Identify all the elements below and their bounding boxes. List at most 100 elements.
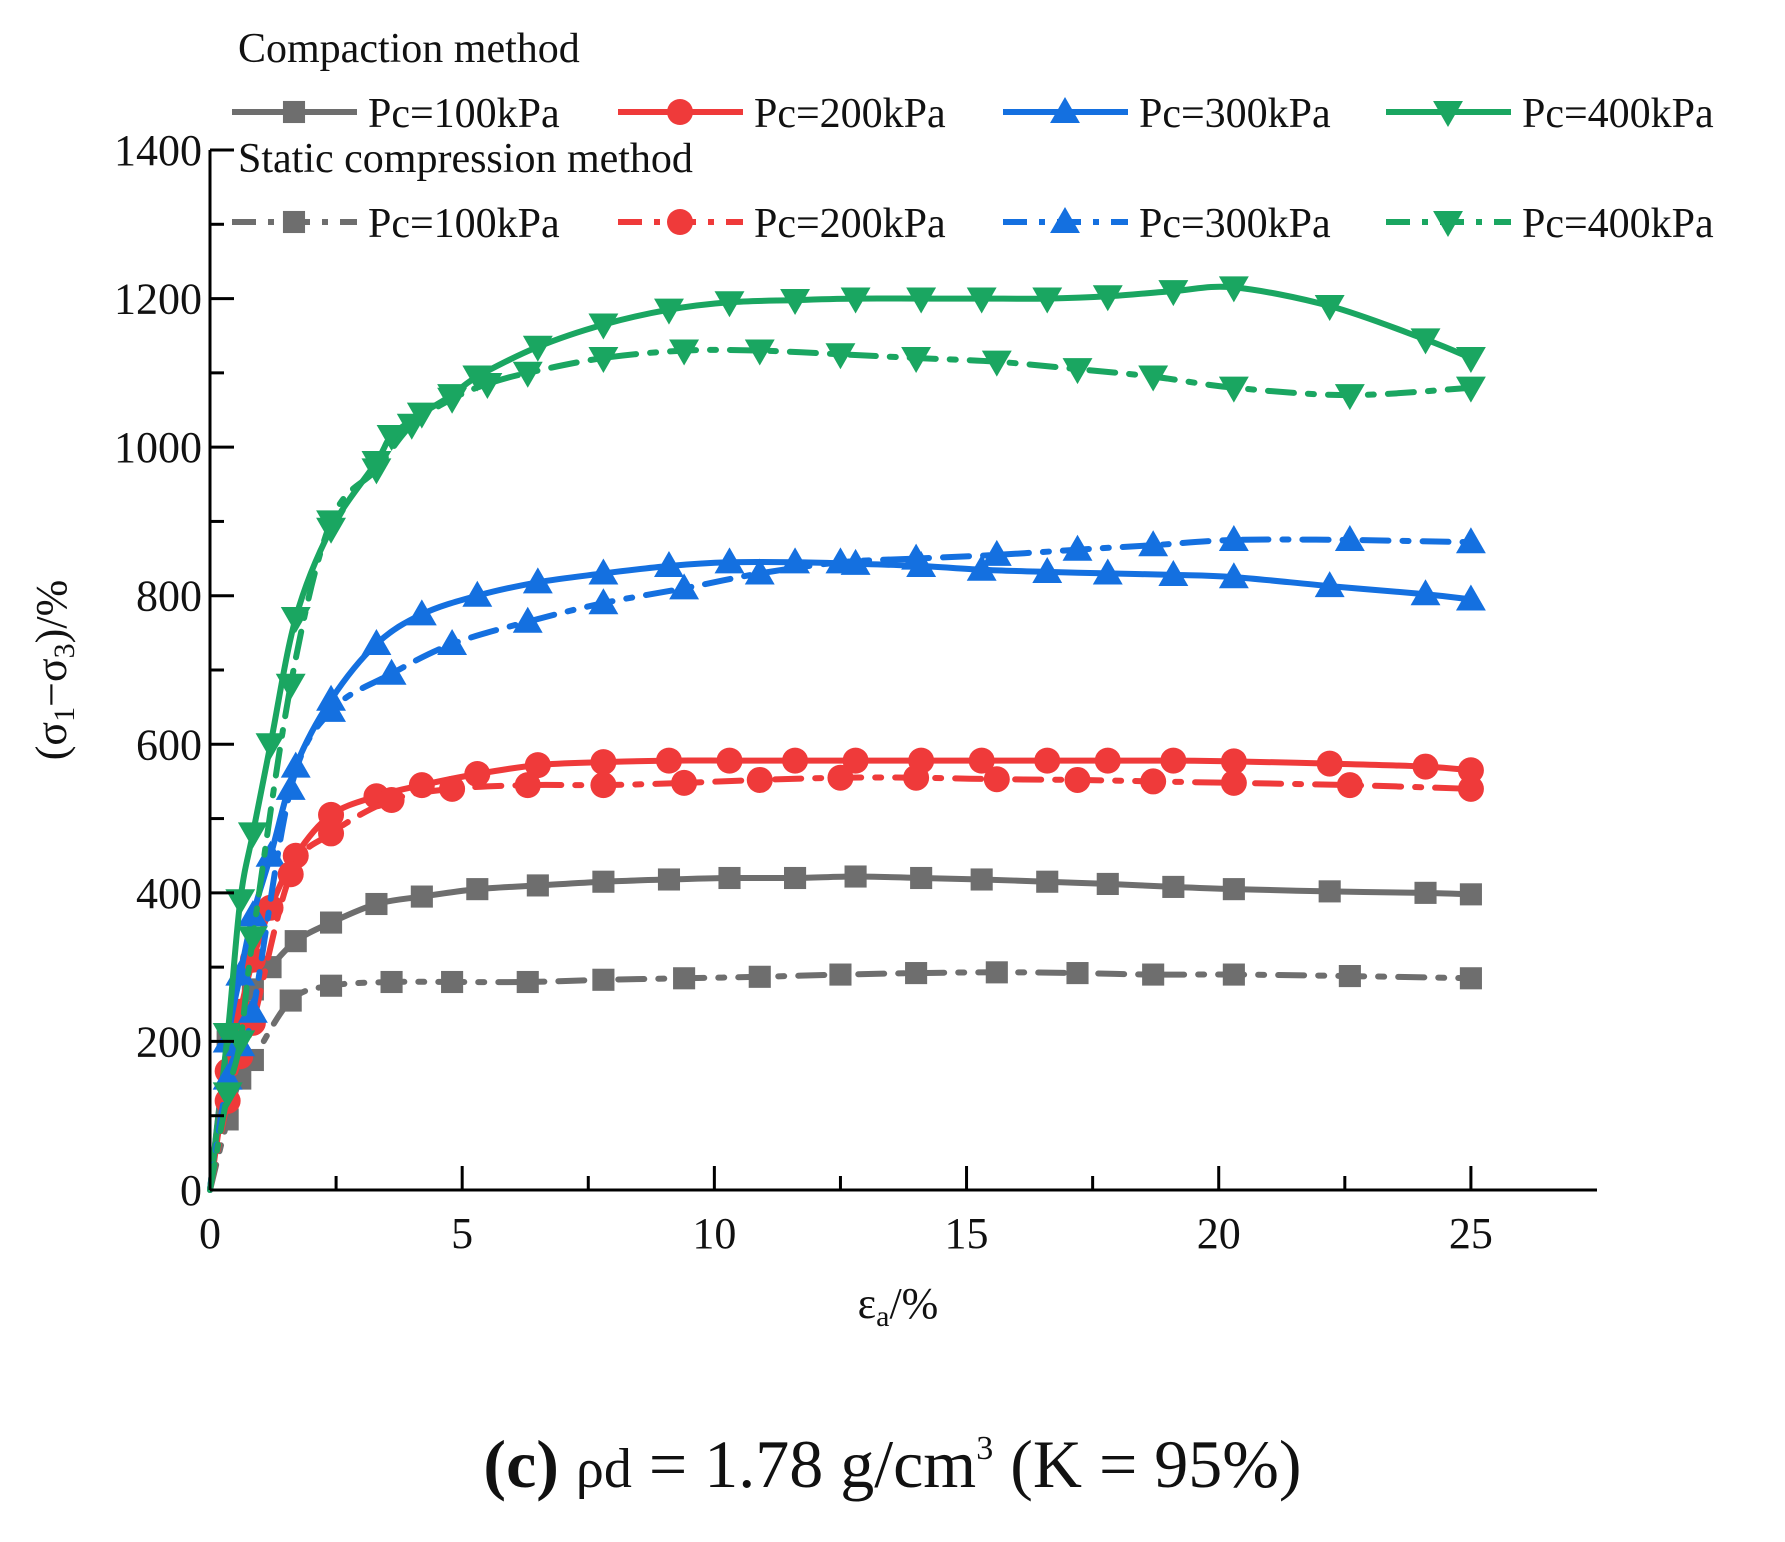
series-static-pc300kpa	[207, 525, 1486, 1193]
data-point	[396, 413, 427, 440]
y-tick-label: 1200	[114, 275, 202, 324]
y-tick-label: 1400	[114, 126, 202, 175]
data-point	[378, 787, 405, 813]
data-point	[212, 1082, 243, 1109]
data-point	[1459, 883, 1482, 906]
data-point	[592, 870, 615, 893]
data-point	[466, 878, 489, 901]
data-point	[275, 673, 306, 700]
data-point	[1092, 285, 1123, 312]
data-point	[512, 361, 543, 388]
y-tick-label: 0	[180, 1166, 202, 1215]
data-point	[1334, 384, 1365, 411]
data-point	[365, 892, 388, 916]
data-point	[1158, 280, 1189, 307]
data-point	[981, 350, 1012, 377]
data-point	[255, 733, 286, 760]
data-point	[516, 970, 539, 994]
data-point	[524, 752, 551, 779]
data-point	[472, 372, 503, 399]
data-point	[905, 962, 928, 985]
series-compaction-pc100kpa	[207, 865, 1482, 1193]
legend-label: Pc=300kPa	[1139, 201, 1331, 247]
legend-entry: Pc=100kPa	[232, 91, 560, 137]
data-point	[439, 775, 466, 802]
data-point	[1062, 358, 1093, 385]
data-point	[718, 866, 741, 890]
x-axis-label: εa/%	[858, 1279, 939, 1333]
data-point	[1218, 376, 1249, 403]
data-point	[1064, 766, 1091, 793]
legend-title-static: Static compression method	[238, 136, 693, 182]
data-point	[284, 930, 307, 953]
data-point	[590, 749, 617, 776]
data-point	[1096, 872, 1119, 895]
data-point	[318, 801, 345, 828]
data-point	[654, 551, 684, 578]
data-point	[588, 558, 619, 585]
x-tick-label: 10	[692, 1209, 736, 1258]
legend-entry: Pc=100kPa	[232, 201, 560, 247]
data-point	[840, 287, 871, 314]
data-point	[1218, 562, 1249, 589]
data-point	[522, 335, 553, 362]
legend: Compaction method Static compression meth…	[232, 26, 1714, 247]
data-point	[1092, 558, 1123, 585]
data-point	[655, 747, 682, 774]
data-point	[985, 961, 1008, 984]
data-point	[462, 580, 493, 607]
data-point	[1338, 965, 1361, 988]
legend-entry: Pc=300kPa	[1003, 201, 1331, 247]
legend-entry: Pc=400kPa	[1386, 201, 1714, 247]
data-point	[966, 554, 997, 581]
data-point	[437, 387, 468, 414]
data-point	[716, 747, 743, 774]
series-static-pc200kpa	[207, 764, 1484, 1193]
data-point	[1066, 962, 1089, 985]
data-point	[376, 658, 407, 685]
data-point	[1218, 525, 1249, 552]
data-point	[255, 840, 286, 867]
data-point	[1455, 527, 1486, 554]
data-point	[588, 346, 619, 373]
data-point	[1138, 530, 1169, 557]
data-point	[1222, 963, 1245, 986]
data-point	[437, 629, 468, 656]
data-point	[1158, 559, 1189, 586]
series-static-pc400kpa	[207, 339, 1486, 1193]
data-point	[212, 1022, 243, 1049]
x-tick-label: 20	[1197, 1209, 1241, 1258]
data-point	[1412, 753, 1439, 780]
data-point	[657, 868, 681, 891]
data-point	[1316, 750, 1343, 777]
legend-label: Pc=200kPa	[754, 201, 946, 247]
data-point	[1220, 748, 1247, 775]
data-point	[1459, 967, 1482, 990]
data-point	[441, 970, 464, 994]
data-point	[1062, 534, 1093, 561]
data-point	[903, 764, 930, 791]
series-line	[207, 873, 1474, 1193]
data-point	[1160, 747, 1187, 774]
y-tick-label: 600	[136, 720, 202, 769]
data-point	[844, 865, 867, 888]
series-line	[207, 969, 1474, 1193]
caption-exponent: 3	[976, 1430, 994, 1467]
data-point	[1336, 772, 1363, 799]
data-point	[1414, 881, 1437, 904]
data-point	[970, 868, 993, 891]
data-point	[746, 766, 773, 793]
legend-label: Pc=300kPa	[1139, 91, 1331, 137]
series-compaction-pc400kpa	[207, 276, 1486, 1193]
legend-label: Pc=200kPa	[754, 91, 946, 137]
data-point	[514, 772, 541, 799]
x-tick-label: 15	[945, 1209, 989, 1258]
legend-label: Pc=400kPa	[1522, 201, 1714, 247]
data-point	[225, 889, 256, 916]
data-point	[225, 1030, 256, 1057]
axis-ticks: 0 200 400 600 800 1000 1200 1400 0 5 10 15 20 25	[114, 126, 1493, 1258]
data-point	[910, 866, 933, 890]
figure-caption: (c) ρd = 1.78 g/cm3 (K = 95%)	[0, 1425, 1785, 1504]
data-point	[590, 772, 617, 799]
x-tick-label: 0	[199, 1209, 221, 1258]
